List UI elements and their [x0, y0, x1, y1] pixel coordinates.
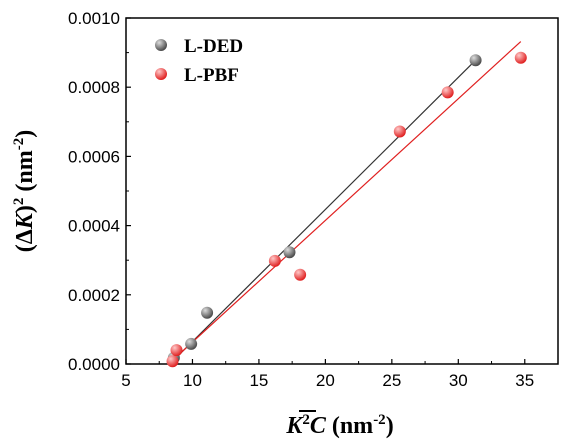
x-tick-label: 35	[515, 371, 534, 390]
x-tick-label: 5	[121, 371, 130, 390]
data-points	[166, 51, 527, 368]
x-tick-label: 25	[382, 371, 401, 390]
y-tick-label: 0.0004	[68, 217, 120, 236]
legend-marker-l-pbf	[155, 68, 167, 80]
data-point-l-pbf	[268, 254, 281, 267]
fit-lines	[168, 41, 522, 365]
data-point-l-ded	[185, 337, 198, 350]
x-tick-label: 30	[449, 371, 468, 390]
data-point-l-pbf	[441, 86, 454, 99]
y-axis-title: (ΔK)2 (nm-2)	[11, 130, 38, 252]
x-axis-title: K2C (nm-2)	[285, 410, 394, 439]
svg-text:K2C (nm-2): K2C (nm-2)	[285, 412, 393, 439]
data-point-l-pbf	[170, 344, 183, 357]
y-axis-ticks: 0.0000 0.0002 0.0004 0.0006 0.0008 0.0010	[68, 9, 131, 374]
data-point-l-ded	[283, 246, 296, 259]
fit-line-l-ded	[169, 59, 477, 365]
y-tick-label: 0.0006	[68, 147, 120, 166]
y-tick-label: 0.0010	[68, 9, 120, 28]
legend-label-l-ded: L-DED	[184, 36, 243, 57]
data-point-l-pbf	[166, 355, 179, 368]
svg-text:(ΔK)2 (nm-2): (ΔK)2 (nm-2)	[11, 130, 38, 252]
legend-label-l-pbf: L-PBF	[184, 65, 239, 86]
y-tick-label: 0.0002	[68, 286, 120, 305]
data-point-l-pbf	[514, 51, 527, 64]
x-tick-label: 20	[316, 371, 335, 390]
data-point-l-pbf	[393, 125, 406, 138]
data-point-l-ded	[201, 306, 214, 319]
x-axis-ticks: 5 10 15 20 25 30 35	[121, 359, 534, 390]
y-tick-label: 0.0008	[68, 78, 120, 97]
data-point-l-pbf	[294, 268, 307, 281]
y-tick-label: 0.0000	[68, 355, 120, 374]
data-point-l-ded	[469, 54, 482, 67]
legend-marker-l-ded	[155, 39, 167, 51]
x-tick-label: 10	[183, 371, 202, 390]
legend: L-DED L-PBF	[155, 36, 243, 86]
fit-line-l-pbf	[168, 41, 522, 365]
x-tick-label: 15	[249, 371, 268, 390]
